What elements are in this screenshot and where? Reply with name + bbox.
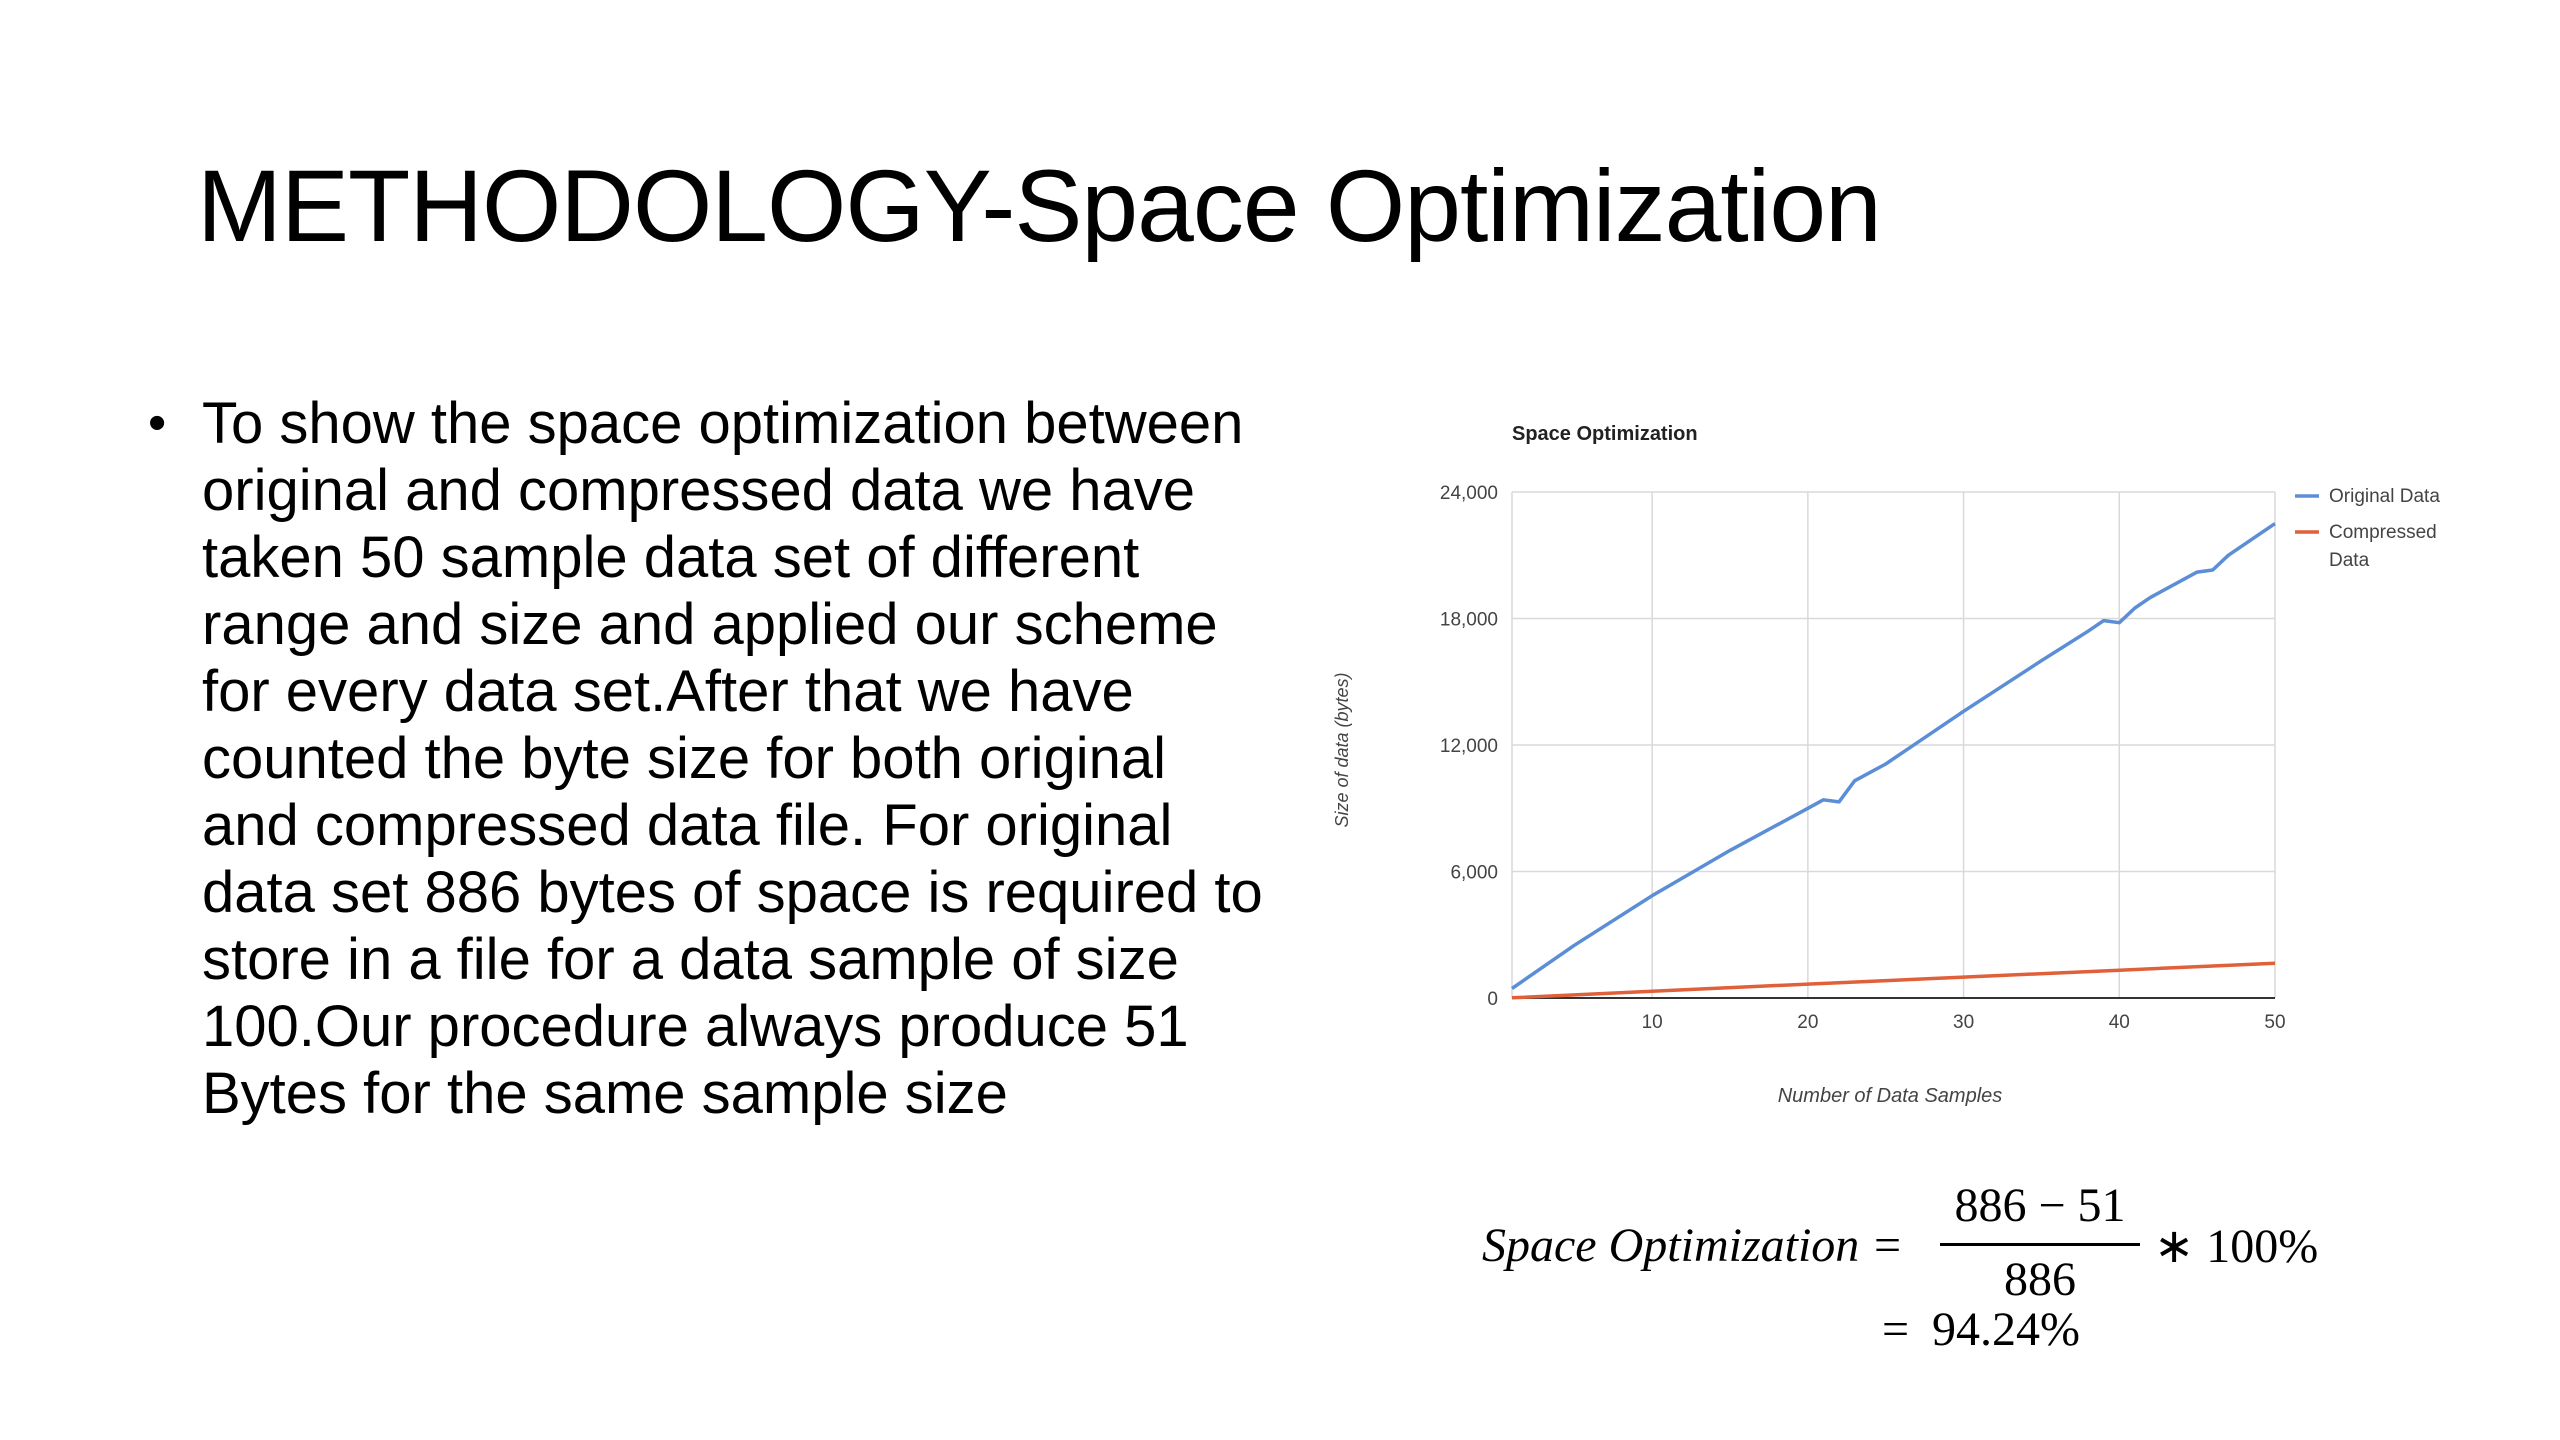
y-tick-label: 18,000: [1440, 610, 1498, 631]
y-tick-label: 24,000: [1440, 483, 1498, 504]
y-tick-label: 6,000: [1450, 863, 1498, 884]
x-axis-label: Number of Data Samples: [1778, 1085, 2003, 1107]
legend-label: Data: [2329, 550, 2370, 571]
x-tick-label: 50: [2264, 1012, 2285, 1033]
bullet-text: To show the space optimization between o…: [202, 391, 1263, 1126]
formula-numerator: 886 − 51: [1954, 1179, 2126, 1232]
y-tick-label: 12,000: [1440, 736, 1498, 757]
formula-fraction-bar: [1940, 1243, 2140, 1246]
x-tick-label: 40: [2109, 1012, 2130, 1033]
chart-legend: Original Data Compressed Data: [2295, 486, 2440, 571]
x-tick-label: 30: [1953, 1012, 1974, 1033]
bullet-marker: •: [148, 394, 167, 452]
y-axis-label: Size of data (bytes): [1332, 672, 1352, 827]
formula-denominator: 886: [2004, 1253, 2076, 1306]
series-line: [1511, 961, 2276, 1000]
series-line: [1511, 522, 2276, 990]
chart-series: [1511, 522, 2276, 1000]
space-optimization-formula: Space Optimization = 886 − 51 886 ∗ 100%…: [1470, 1170, 2510, 1370]
chart-title: Space Optimization: [1512, 423, 1698, 445]
x-tick-label: 10: [1642, 1012, 1663, 1033]
formula-lhs: Space Optimization: [1482, 1219, 1860, 1272]
x-tick-label: 20: [1797, 1012, 1818, 1033]
formula-result: 94.24%: [1932, 1303, 2080, 1356]
chart-grid: [1511, 491, 2276, 998]
formula-equals-sign: =: [1874, 1219, 1902, 1272]
formula-multiplier: ∗ 100%: [2154, 1220, 2319, 1273]
legend-label: Original Data: [2329, 486, 2440, 507]
chart-axes: 0 6,000 12,000 18,000 24,000 10 20 30 40 50: [1440, 483, 2286, 1033]
space-optimization-chart: 0 6,000 12,000 18,000 24,000 10 20 30 40 50 Origi…: [1300, 410, 2540, 1130]
formula-result-equals-sign: =: [1882, 1303, 1910, 1356]
y-tick-label: 0: [1487, 989, 1498, 1010]
slide-title: METHODOLOGY-Space Optimization: [197, 149, 1882, 263]
legend-label: Compressed: [2329, 522, 2437, 543]
bullet-item: • To show the space optimization between…: [148, 390, 1268, 1127]
